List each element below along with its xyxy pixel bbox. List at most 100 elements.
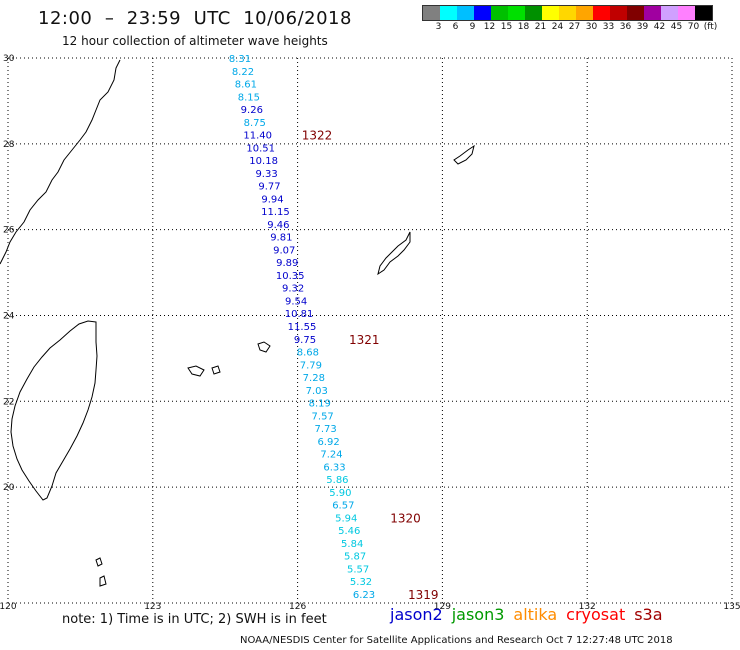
swh-value-label: 8.31	[229, 54, 251, 65]
legend-swatch	[491, 6, 508, 20]
lat-tick-label: 24	[3, 311, 15, 321]
footer-note: note: 1) Time is in UTC; 2) SWH is in fe…	[62, 612, 327, 627]
lon-tick-label: 129	[434, 602, 451, 612]
ryukyu-amami	[453, 144, 475, 165]
legend-label: 27	[568, 22, 581, 32]
swh-value-label: 5.87	[344, 552, 366, 563]
legend-swatch	[627, 6, 644, 20]
legend-label: 33	[602, 22, 615, 32]
swh-value-label: 9.54	[285, 296, 307, 307]
map-title: 12:00 – 23:59 UTC 10/06/2018	[38, 8, 352, 29]
swh-value-label: 10.81	[285, 309, 314, 320]
swh-value-label: 9.26	[241, 105, 263, 116]
ryukyu-yaeyama	[187, 365, 205, 377]
lon-tick-label: 123	[144, 602, 161, 612]
swh-value-label: 8.22	[232, 67, 254, 78]
legend-swatch	[610, 6, 627, 20]
swh-value-label: 5.94	[335, 513, 357, 524]
swh-value-label: 9.33	[255, 169, 277, 180]
swh-value-label: 8.75	[244, 118, 266, 129]
lon-tick-label: 120	[0, 602, 17, 612]
swh-value-label: 10.35	[276, 271, 305, 282]
color-scale-bar	[422, 5, 713, 21]
swh-value-label: 6.33	[323, 462, 345, 473]
swh-value-label: 9.07	[273, 245, 295, 256]
legend-label: 9	[469, 22, 476, 32]
legend-label: 30	[585, 22, 598, 32]
legend-label: 39	[636, 22, 649, 32]
legend-label: 12	[483, 22, 496, 32]
legend-swatch	[576, 6, 593, 20]
swh-value-label: 10.18	[249, 156, 278, 167]
legend-label: 36	[619, 22, 632, 32]
legend-swatch	[508, 6, 525, 20]
lon-tick-label: 135	[723, 602, 740, 612]
swh-value-label: 8.15	[238, 92, 260, 103]
swh-value-label: 9.77	[258, 182, 280, 193]
legend-label: 45	[670, 22, 683, 32]
lat-tick-label: 26	[3, 226, 15, 236]
lat-tick-label: 30	[3, 54, 15, 64]
pass-number-label: 1320	[390, 511, 421, 525]
coastline	[0, 59, 475, 587]
swh-value-label: 9.32	[282, 284, 304, 295]
legend-swatch	[440, 6, 457, 20]
swh-value-label: 7.57	[312, 411, 334, 422]
swh-value-label: 5.32	[350, 577, 372, 588]
swh-value-label: 7.24	[320, 450, 342, 461]
altimeter-tracks: 8.31 8.22 8.618.15 9.26 8.75 11.40 1322 10.51 10…	[229, 54, 439, 602]
legend-swatch	[457, 6, 474, 20]
ryukyu-miyako	[257, 341, 271, 353]
legend-label: 6	[452, 22, 459, 32]
legend-swatch	[644, 6, 661, 20]
satellite-name: jason2	[390, 605, 443, 624]
legend-label: 18	[517, 22, 530, 32]
axis-tick-labels: 30 28 26 24 22 20 120 123 126 129 132 135	[0, 54, 740, 612]
pass-number-label: 1321	[349, 333, 380, 347]
legend-swatch	[593, 6, 610, 20]
swh-value-label: 9.89	[276, 258, 298, 269]
china-coast	[0, 59, 121, 265]
swh-value-label: 5.86	[326, 475, 348, 486]
swh-value-label: 7.03	[306, 386, 328, 397]
lat-tick-label: 22	[3, 397, 14, 407]
pass-number-label: 1322	[302, 129, 333, 143]
swh-value-label: 6.23	[353, 590, 375, 601]
color-scale-labels: 3 6 9 12 15 18 21 24 27 30 33 36 39 42 45 70 (ft)	[422, 22, 719, 32]
swh-value-label: 5.46	[338, 526, 360, 537]
batanes-islands	[95, 557, 107, 587]
swh-value-label: 9.94	[261, 194, 283, 205]
pass-number-label: 1319	[408, 588, 439, 602]
legend-swatch	[423, 6, 440, 20]
swh-value-label: 11.55	[288, 322, 317, 333]
lon-tick-label: 132	[579, 602, 596, 612]
swh-value-label: 8.19	[309, 399, 331, 410]
swh-value-label: 9.75	[294, 335, 316, 346]
swh-value-label: 8.61	[235, 80, 257, 91]
swh-value-label: 5.84	[341, 539, 363, 550]
legend-label: 15	[500, 22, 513, 32]
satellite-name: cryosat	[566, 605, 626, 624]
legend-swatch	[695, 6, 712, 20]
lon-tick-label: 126	[289, 602, 306, 612]
legend-label: 3	[435, 22, 442, 32]
legend-swatch	[542, 6, 559, 20]
taiwan-coast	[10, 320, 98, 501]
swh-value-label: 10.51	[246, 143, 275, 154]
swh-value-label: 9.81	[270, 233, 292, 244]
legend-label: 70	[687, 22, 700, 32]
lat-tick-label: 28	[3, 140, 15, 150]
lat-tick-label: 20	[3, 483, 15, 493]
satellite-name: altika	[513, 605, 558, 624]
legend-swatch	[525, 6, 542, 20]
swh-value-label: 11.40	[243, 131, 272, 142]
swh-value-label: 8.68	[297, 348, 319, 359]
swh-value-label: 7.28	[303, 373, 325, 384]
lat-lon-grid	[7, 57, 733, 604]
swh-value-label: 5.57	[347, 564, 369, 575]
map-subtitle: 12 hour collection of altimeter wave hei…	[62, 34, 328, 48]
ryukyu-okinawa	[377, 231, 411, 276]
ryukyu-yaeyama-2	[211, 365, 221, 375]
swh-value-label: 6.57	[332, 501, 354, 512]
